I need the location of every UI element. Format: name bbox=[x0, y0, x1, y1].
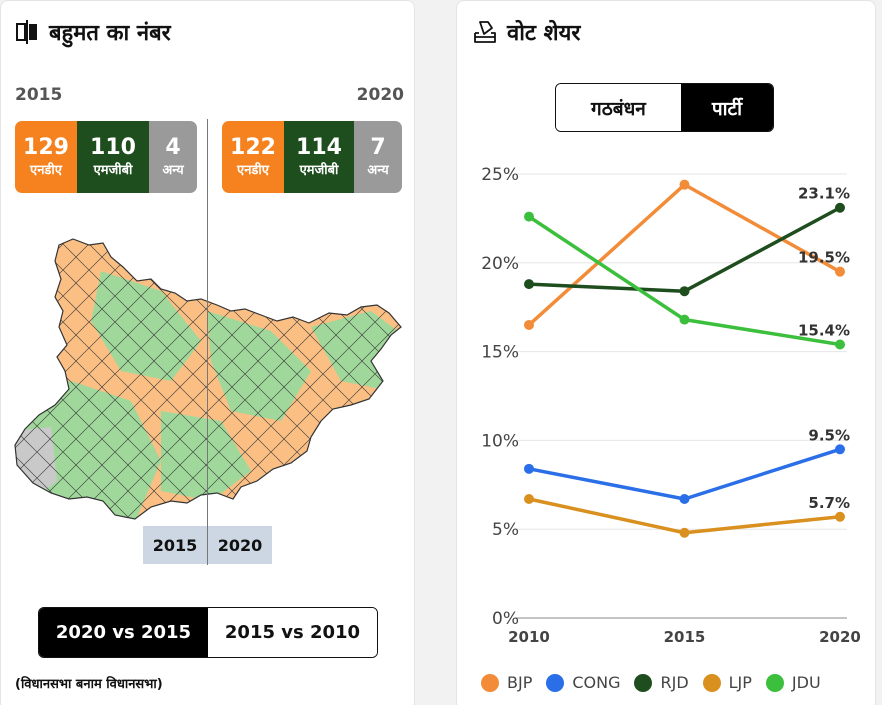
data-point-rjd bbox=[524, 279, 534, 290]
data-point-ljp bbox=[835, 511, 845, 522]
data-point-ljp bbox=[524, 494, 534, 505]
data-point-jdu bbox=[524, 211, 534, 222]
year-label-2015: 2015 bbox=[15, 85, 63, 105]
data-point-rjd bbox=[679, 286, 690, 297]
series-line-bjp bbox=[527, 182, 841, 327]
vote-share-card: वोट शेयर गठबंधन पार्टी 0% 5% 10% 15% 20% 25% 2… bbox=[456, 0, 876, 705]
data-point-jdu bbox=[835, 339, 845, 350]
map-note: (विधानसभा बनाम विधानसभा) bbox=[15, 677, 163, 692]
data-point-bjp bbox=[835, 266, 845, 277]
legend-label-ljp: LJP bbox=[728, 673, 752, 692]
toggle-alliance[interactable]: गठबंधन bbox=[556, 84, 681, 131]
map-outline bbox=[14, 238, 402, 520]
y-tick-label: 10% bbox=[481, 431, 519, 451]
legend-dot-cong bbox=[546, 673, 565, 692]
seat-box-other-2015: 4 अन्य bbox=[149, 121, 197, 193]
data-point-cong bbox=[524, 463, 534, 474]
data-label-rjd: 23.1% bbox=[798, 185, 850, 203]
legend-dot-jdu bbox=[765, 673, 784, 692]
toggle-2015-vs-2010[interactable]: 2015 vs 2010 bbox=[208, 608, 377, 657]
legend-dot-bjp bbox=[481, 673, 499, 692]
legend-label-jdu: JDU bbox=[791, 673, 821, 692]
vote-share-line-chart: 0% 5% 10% 15% 20% 25% 2010 2015 2020 19.5% 9.5% 23.… bbox=[481, 165, 861, 646]
seat-label: एनडीए bbox=[30, 163, 62, 178]
seat-count: 4 bbox=[165, 135, 181, 160]
seat-box-mgb-2015: 110 एमजीबी bbox=[77, 121, 149, 193]
map-divider-handle[interactable] bbox=[207, 119, 208, 565]
year-label-2020: 2020 bbox=[356, 85, 404, 105]
data-point-cong bbox=[679, 494, 690, 505]
majority-card: बहुमत का नंबर 2015 2020 129 एनडीए 110 एम… bbox=[0, 0, 415, 705]
seat-label: एमजीबी bbox=[299, 163, 339, 178]
seat-box-other-2020: 7 अन्य bbox=[354, 121, 402, 193]
seat-count: 129 bbox=[23, 135, 69, 160]
chart-legend: BJP CONG RJD LJP JDU bbox=[481, 673, 821, 692]
series-line-cong bbox=[528, 447, 841, 501]
seats-2020: 122 एनडीए 114 एमजीबी 7 अन्य bbox=[222, 121, 402, 193]
toggle-2020-vs-2015[interactable]: 2020 vs 2015 bbox=[39, 608, 208, 657]
constituency-map[interactable] bbox=[11, 231, 411, 531]
x-tick-label: 2015 bbox=[664, 628, 706, 646]
seat-label: अन्य bbox=[162, 163, 184, 178]
map-year-2020: 2020 bbox=[208, 526, 272, 564]
seat-count: 122 bbox=[230, 135, 276, 160]
map-regions bbox=[15, 239, 401, 519]
y-tick-label: 0% bbox=[492, 609, 519, 629]
seat-count: 7 bbox=[370, 135, 386, 160]
seat-count: 114 bbox=[296, 135, 342, 160]
data-point-jdu bbox=[679, 314, 690, 325]
legend-label-cong: CONG bbox=[572, 673, 621, 692]
seat-count: 110 bbox=[90, 135, 136, 160]
legend-item-cong[interactable]: CONG bbox=[546, 673, 620, 692]
seat-box-mgb-2020: 114 एमजीबी bbox=[284, 121, 354, 193]
data-label-cong: 9.5% bbox=[808, 426, 850, 444]
vote-share-title: वोट शेयर bbox=[473, 17, 580, 47]
data-label-jdu: 15.4% bbox=[798, 321, 850, 339]
legend-label-rjd: RJD bbox=[660, 673, 689, 692]
ballot-box-icon bbox=[474, 21, 496, 43]
series-line-ljp bbox=[528, 497, 841, 535]
majority-title-text: बहुमत का नंबर bbox=[49, 21, 171, 46]
seat-label: अन्य bbox=[367, 163, 389, 178]
x-tick-label: 2020 bbox=[819, 628, 861, 646]
data-point-cong bbox=[835, 444, 845, 455]
legend-item-bjp[interactable]: BJP bbox=[481, 673, 532, 692]
legend-item-rjd[interactable]: RJD bbox=[634, 673, 689, 692]
data-point-ljp bbox=[679, 527, 690, 538]
y-tick-label: 15% bbox=[481, 343, 519, 363]
seat-label: एमजीबी bbox=[93, 163, 133, 178]
compare-split-icon bbox=[16, 20, 37, 44]
toggle-party[interactable]: पार्टी bbox=[680, 84, 773, 131]
seat-box-nda-2015: 129 एनडीए bbox=[15, 121, 77, 193]
seat-label: एनडीए bbox=[237, 163, 269, 178]
data-point-bjp bbox=[679, 179, 690, 190]
legend-item-jdu[interactable]: JDU bbox=[765, 673, 821, 692]
seats-2015: 129 एनडीए 110 एमजीबी 4 अन्य bbox=[15, 121, 197, 193]
data-point-bjp bbox=[524, 319, 534, 330]
vote-share-toggle: गठबंधन पार्टी bbox=[555, 83, 774, 132]
y-tick-label: 5% bbox=[492, 520, 519, 540]
legend-dot-rjd bbox=[634, 673, 653, 692]
y-tick-label: 25% bbox=[481, 165, 519, 185]
map-constituency-borders bbox=[15, 239, 401, 519]
data-label-ljp: 5.7% bbox=[808, 494, 850, 512]
vote-share-title-text: वोट शेयर bbox=[507, 21, 581, 46]
data-label-bjp: 19.5% bbox=[798, 249, 850, 267]
majority-title: बहुमत का नंबर bbox=[15, 17, 171, 47]
legend-label-bjp: BJP bbox=[507, 673, 533, 692]
seat-box-nda-2020: 122 एनडीए bbox=[222, 121, 284, 193]
legend-dot-ljp bbox=[702, 673, 721, 692]
legend-item-ljp[interactable]: LJP bbox=[702, 673, 752, 692]
x-tick-label: 2010 bbox=[508, 628, 550, 646]
map-year-2015: 2015 bbox=[143, 526, 207, 564]
y-tick-label: 20% bbox=[481, 254, 519, 274]
data-point-rjd bbox=[835, 202, 845, 213]
comparison-toggle: 2020 vs 2015 2015 vs 2010 bbox=[38, 607, 378, 658]
